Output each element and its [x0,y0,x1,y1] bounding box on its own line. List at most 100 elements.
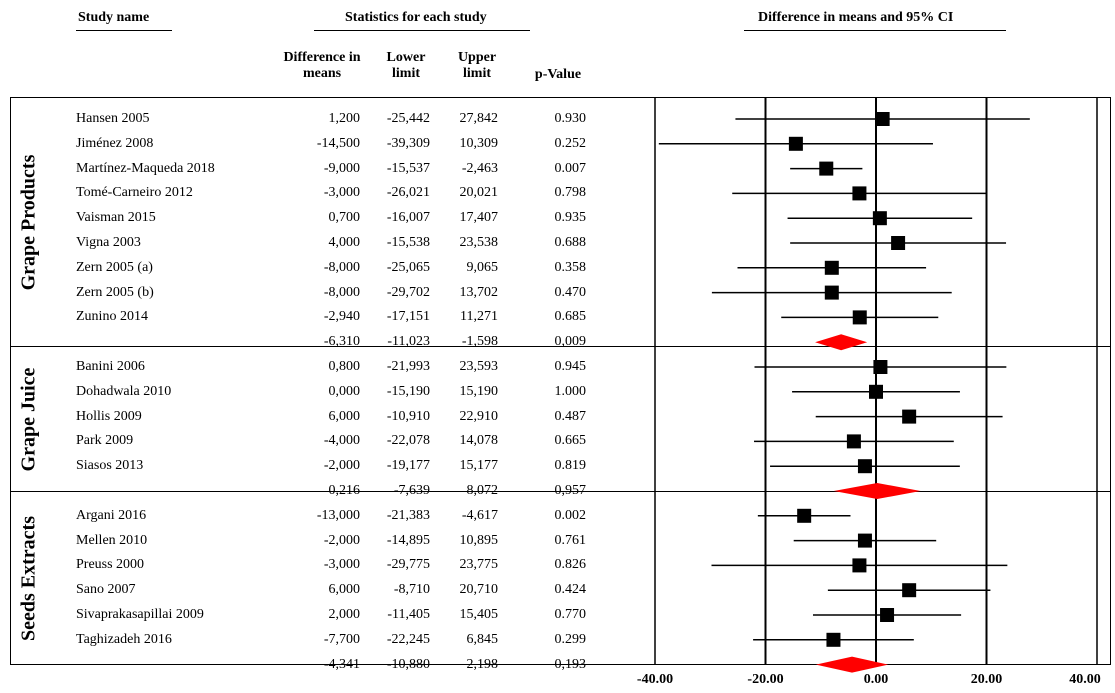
effect-marker [819,161,834,176]
effect-marker [797,508,812,523]
diff-value: -3,000 [323,557,360,573]
diff-value: 0,700 [328,210,361,226]
lower-value: -16,007 [386,210,430,226]
diff-value: -14,500 [316,135,360,151]
p-value: 0.487 [554,408,587,424]
study-name: Park 2009 [76,433,134,449]
col-header-lower: Lower limit [386,50,426,81]
summary-p: 0,957 [554,483,587,498]
diff-value: -2,000 [323,532,360,548]
header-statistics: Statistics for each study [345,10,487,25]
effect-marker [852,186,867,201]
header-difference-ci: Difference in means and 95% CI [758,10,954,25]
upper-value: 20,710 [459,582,499,598]
p-value: 0.930 [554,111,587,126]
study-name: Martínez-Maqueda 2018 [76,160,215,176]
effect-marker [875,112,890,126]
study-name: Dohadwala 2010 [76,383,172,399]
diff-value: 2,000 [328,607,361,622]
summary-p: 0,009 [554,334,587,350]
lower-value: -8,710 [393,582,430,598]
p-value: 0.002 [554,507,587,523]
study-name: Hollis 2009 [76,408,142,424]
p-value: 0.770 [554,607,587,622]
lower-value: -22,245 [386,631,430,647]
p-value: 0.252 [554,135,587,151]
p-value: 0.761 [554,532,587,548]
diff-value: 4,000 [328,235,361,250]
upper-value: 17,407 [459,210,499,226]
p-value: 0.424 [554,582,587,598]
group-box-seeds-extracts [10,491,1111,665]
study-name: Sano 2007 [76,582,136,598]
p-value: 0.819 [554,458,587,474]
header-study-name-rule [76,30,172,31]
effect-marker [857,533,872,548]
upper-value: 13,702 [459,284,499,300]
summary-diamond [815,656,889,673]
lower-value: -17,151 [386,309,430,325]
diff-value: 6,000 [328,408,361,424]
diff-value: -4,000 [323,433,360,449]
lower-value: -14,895 [386,532,430,548]
lower-value: -25,065 [386,259,430,275]
lower-value: -15,538 [386,235,430,250]
study-name: Sivaprakasapillai 2009 [76,607,204,622]
study-name: Mellen 2010 [76,532,148,548]
summary-diff: -6,310 [323,334,360,350]
upper-value: 10,895 [459,532,499,548]
effect-marker [902,583,917,598]
p-value: 0.299 [554,631,587,647]
x-tick-label: 0.00 [863,672,889,687]
diff-value: 6,000 [328,582,361,598]
effect-marker [852,558,867,573]
diff-value: -7,700 [323,631,360,647]
upper-value: 20,021 [459,185,499,201]
diff-value: -8,000 [323,259,360,275]
lower-value: -19,177 [386,458,430,474]
p-value: 0.665 [554,433,587,449]
study-name: Hansen 2005 [76,111,150,126]
study-name: Vigna 2003 [76,235,141,250]
x-tick-label: 20.00 [970,672,1003,687]
upper-value: 6,845 [466,631,499,647]
study-name: Vaisman 2015 [76,210,156,226]
upper-value: 15,405 [459,607,499,622]
effect-marker [891,236,906,250]
header-statistics-rule [314,30,530,31]
p-value: 0.798 [554,185,587,201]
p-value: 0.685 [554,309,587,325]
upper-value: 23,775 [459,557,499,573]
p-value: 0.826 [554,557,587,573]
study-name: Zern 2005 (b) [76,284,154,300]
upper-value: 22,910 [459,408,499,424]
p-value: 0.945 [554,359,587,374]
lower-value: -25,442 [386,111,430,126]
study-name: Argani 2016 [76,507,147,523]
summary-diff: 0,216 [328,483,361,498]
effect-marker [788,136,803,151]
diff-value: -8,000 [323,284,360,300]
study-name: Preuss 2000 [76,557,145,573]
lower-value: -21,383 [386,507,430,523]
summary-upper: 2,198 [466,656,499,672]
effect-marker [852,310,867,325]
study-name: Siasos 2013 [76,458,144,474]
lower-value: -15,190 [386,383,430,399]
summary-diamond [815,334,868,351]
upper-value: 14,078 [459,433,499,449]
upper-value: -4,617 [461,507,498,523]
diff-value: -13,000 [316,507,360,523]
upper-value: -2,463 [461,160,498,176]
x-tick-label: 40.00 [1069,672,1101,687]
upper-value: 10,309 [459,135,499,151]
summary-upper: 8,072 [466,483,499,498]
effect-marker [873,360,888,374]
effect-marker [872,211,887,226]
effect-marker [846,434,861,449]
diff-value: 1,200 [328,111,361,126]
lower-value: -22,078 [386,433,430,449]
diff-value: -2,000 [323,458,360,474]
